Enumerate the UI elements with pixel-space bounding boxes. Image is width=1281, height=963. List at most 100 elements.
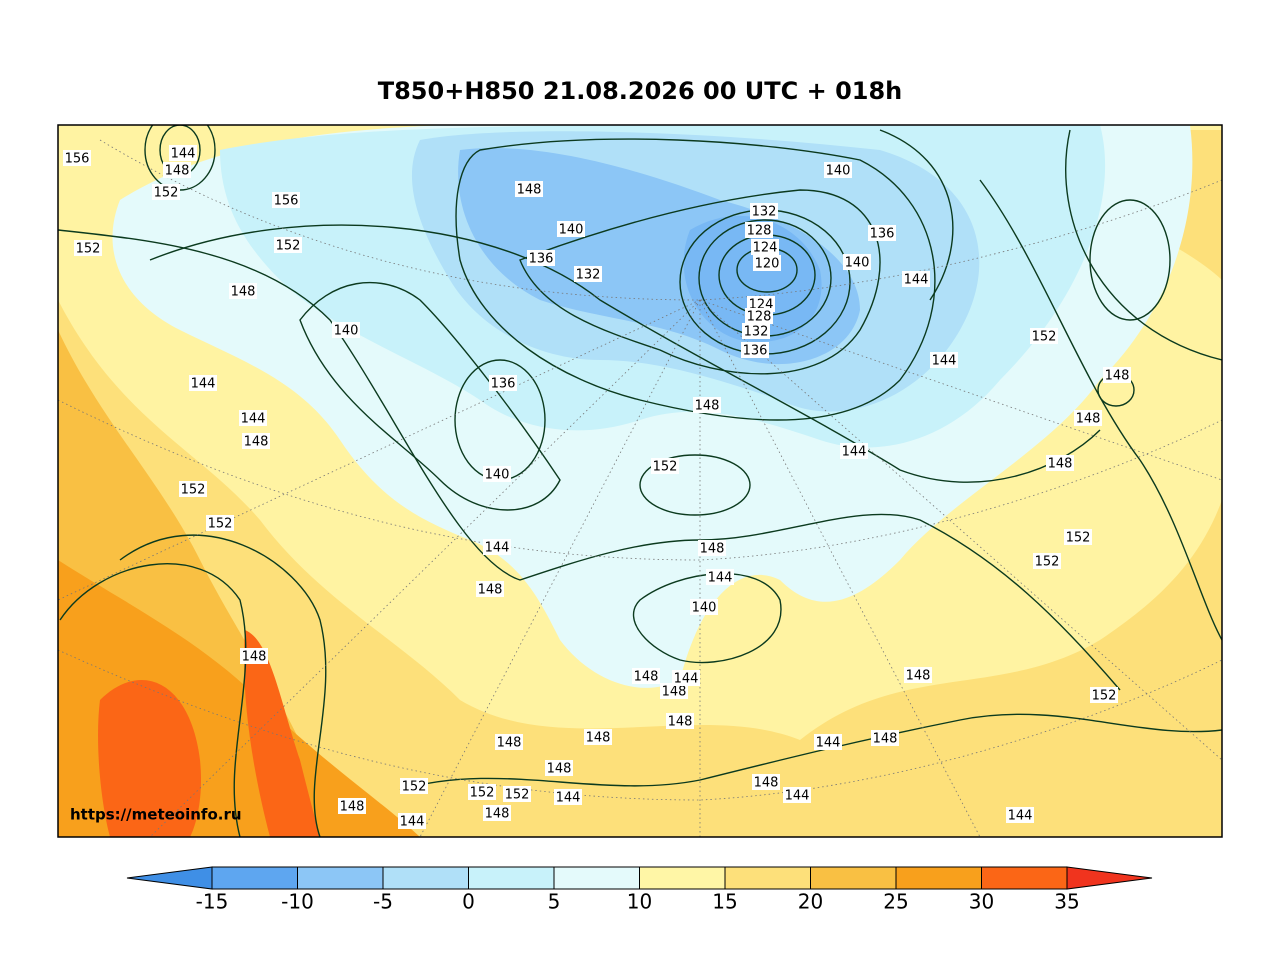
label-box	[240, 648, 268, 664]
label-box	[152, 184, 180, 200]
contour-label: 152	[208, 517, 233, 532]
colorbar-segment	[468, 866, 555, 890]
colorbar-tick-label: 10	[627, 890, 652, 914]
contour-label: 152	[653, 460, 678, 475]
contour-label: 120	[755, 257, 780, 272]
colorbar-segment	[639, 866, 726, 890]
contour-label: 144	[785, 789, 810, 804]
contour-label: 148	[547, 762, 572, 777]
label-box	[483, 466, 511, 482]
colorbar-tick-label: -5	[373, 890, 393, 914]
label-box	[871, 730, 899, 746]
label-box	[495, 734, 523, 750]
colorbar-arrow	[126, 866, 213, 890]
contour-label: 128	[747, 310, 772, 325]
label-box	[651, 458, 679, 474]
contour-label: 152	[1032, 330, 1057, 345]
contour-label: 136	[870, 227, 895, 242]
label-box	[632, 668, 660, 684]
contour-label: 148	[634, 670, 659, 685]
label-box	[824, 162, 852, 178]
contour-label: 152	[181, 483, 206, 498]
label-box	[332, 322, 360, 338]
graticule	[58, 139, 1222, 837]
label-box	[751, 239, 779, 255]
contour-label: 140	[485, 468, 510, 483]
contour-label: 148	[231, 285, 256, 300]
contour-label: 148	[668, 715, 693, 730]
contour-label: 140	[692, 601, 717, 616]
colorbar-segment	[981, 866, 1068, 890]
label-box	[163, 162, 191, 178]
label-box	[515, 181, 543, 197]
contour-label: 140	[845, 256, 870, 271]
colorbar-tick-label: -15	[196, 890, 229, 914]
contour-label: 136	[529, 252, 554, 267]
label-box	[489, 375, 517, 391]
label-box	[1030, 328, 1058, 344]
label-box	[690, 599, 718, 615]
colorbar-segment	[211, 866, 298, 890]
label-box	[169, 145, 197, 161]
contour-label: 148	[662, 685, 687, 700]
label-box	[1074, 410, 1102, 426]
label-box	[930, 352, 958, 368]
contour-label: 156	[65, 152, 90, 167]
label-box	[527, 250, 555, 266]
contour-label: 140	[334, 324, 359, 339]
label-box	[706, 569, 734, 585]
contour-label: 152	[154, 186, 179, 201]
contour-label: 148	[1048, 457, 1073, 472]
contour-label: 148	[165, 164, 190, 179]
colorbar-tick-label: 0	[462, 890, 475, 914]
contour-label: 144	[842, 445, 867, 460]
colorbar-segment	[810, 866, 897, 890]
contour-label: 152	[276, 239, 301, 254]
label-box	[1090, 687, 1118, 703]
contour-label: 148	[485, 807, 510, 822]
label-box	[503, 786, 531, 802]
label-box	[745, 222, 773, 238]
label-box	[666, 713, 694, 729]
watermark: https://meteoinfo.ru	[70, 806, 242, 824]
contour-label: 152	[470, 786, 495, 801]
label-box	[698, 540, 726, 556]
label-box	[206, 515, 234, 531]
contour-label: 144	[241, 412, 266, 427]
contour-label: 148	[244, 435, 269, 450]
label-box	[753, 255, 781, 271]
contour-label: 140	[826, 164, 851, 179]
label-box	[868, 225, 896, 241]
label-box	[1046, 455, 1074, 471]
map-fields	[58, 125, 1222, 837]
label-box	[1033, 553, 1061, 569]
contour-label: 148	[497, 736, 522, 751]
colorbar-tick-label: 5	[548, 890, 561, 914]
colorbar-segment	[297, 866, 384, 890]
colorbar: -15 -10 -5 0 5 10 15 20 25 30 35	[126, 866, 1153, 914]
label-box	[672, 670, 700, 686]
map-frame	[57, 124, 1223, 838]
contour-label: 148	[517, 183, 542, 198]
label-box	[1006, 807, 1034, 823]
contour-label: 148	[242, 650, 267, 665]
label-box	[229, 283, 257, 299]
label-box	[239, 410, 267, 426]
label-box	[741, 342, 769, 358]
contour-label: 148	[478, 583, 503, 598]
colorbar-tick-label: 20	[798, 890, 823, 914]
label-box	[545, 760, 573, 776]
contour-label: 144	[904, 273, 929, 288]
label-box	[750, 203, 778, 219]
contour-label: 144	[191, 377, 216, 392]
contour-label: 144	[485, 541, 510, 556]
contour-label: 144	[816, 736, 841, 751]
label-box	[242, 433, 270, 449]
contour-label: 136	[491, 377, 516, 392]
label-box	[400, 778, 428, 794]
colorbar-tick-label: 30	[969, 890, 994, 914]
contour-label: 124	[753, 241, 778, 256]
contour-label: 148	[873, 732, 898, 747]
contour-label: 144	[932, 354, 957, 369]
contour-label: 148	[695, 399, 720, 414]
